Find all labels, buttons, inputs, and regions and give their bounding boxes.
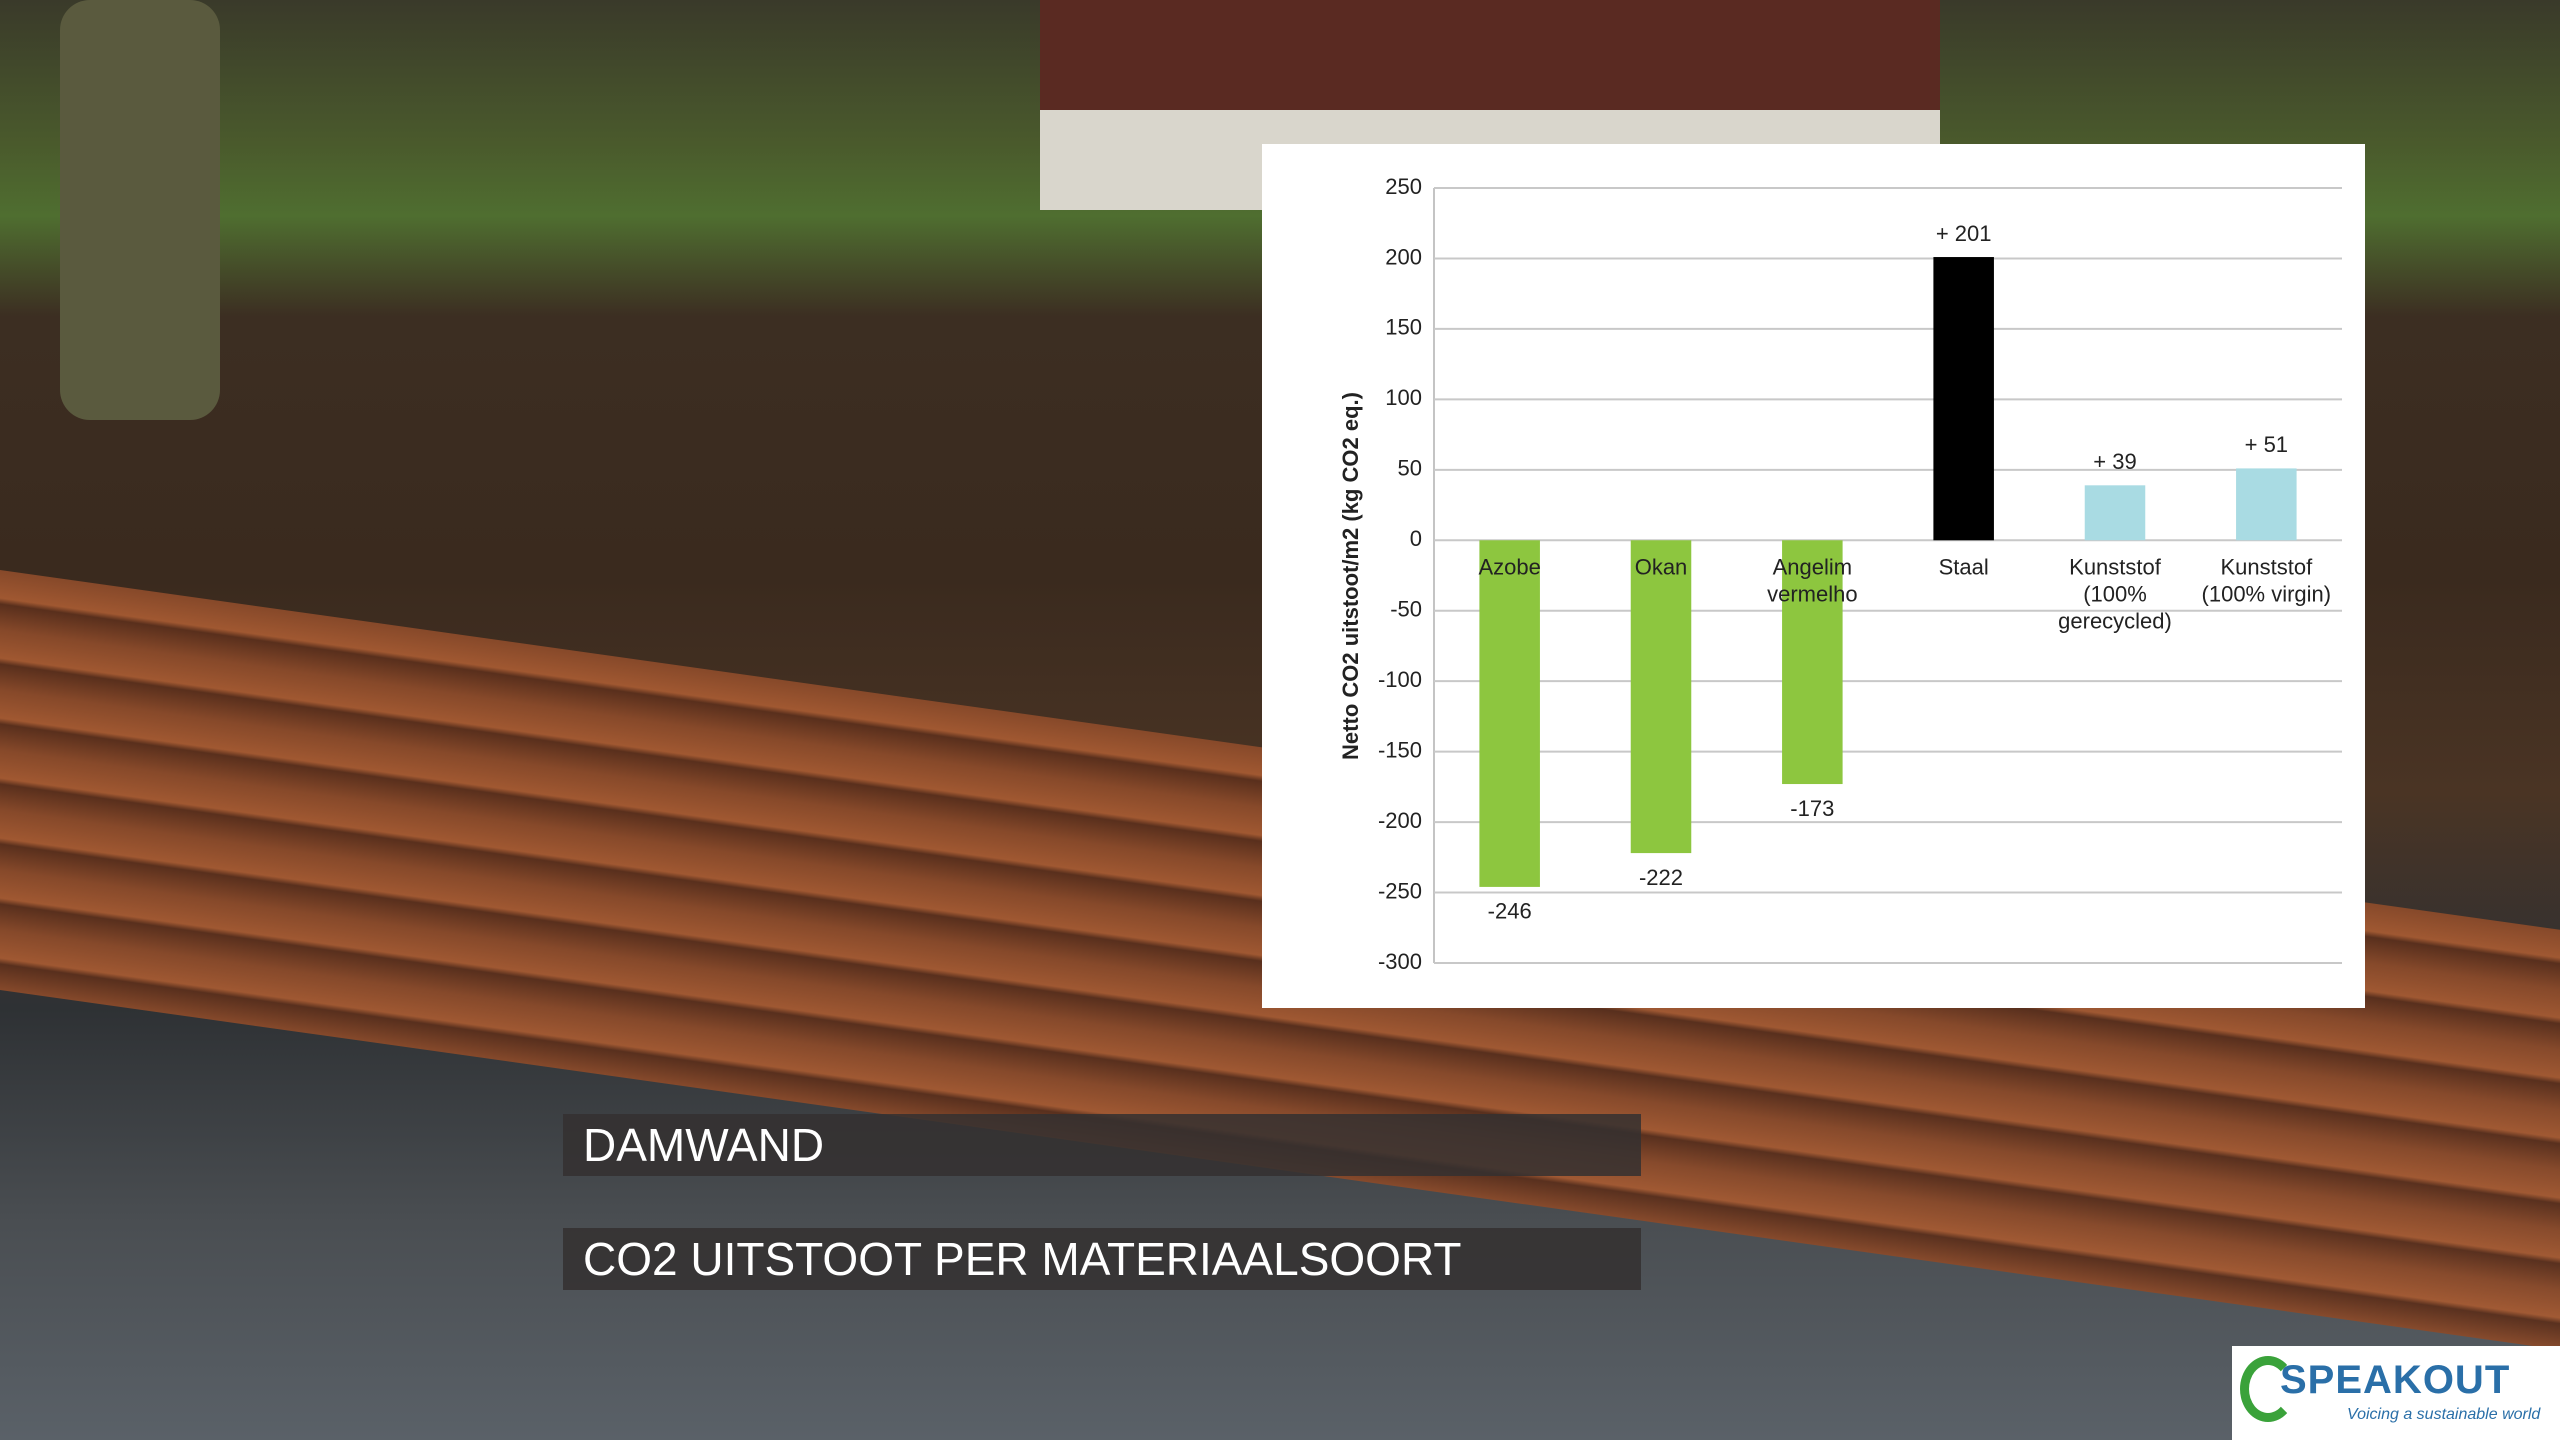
logo: SPEAKOUT Voicing a sustainable world [2232,1346,2560,1440]
value-label: -222 [1639,865,1683,890]
x-tick-label: Kunststof (100% gerecycled) [2058,554,2172,633]
y-tick-label: 250 [1385,174,1422,199]
bar [1933,257,1994,541]
y-tick-label: 150 [1385,315,1422,340]
logo-tagline: Voicing a sustainable world [2347,1406,2541,1423]
value-label: -173 [1790,796,1834,821]
chart-panel: Netto CO2 uitstoot/m2 (kg CO2 eq.) -300 -… [1262,144,2365,1008]
y-tick-label: -300 [1378,949,1422,974]
x-tick-label: Okan [1635,554,1688,579]
y-tick-label: 200 [1385,244,1422,269]
y-tick-label: -200 [1378,808,1422,833]
value-label: + 39 [2093,449,2136,474]
bar [1782,540,1843,785]
y-axis-label: Netto CO2 uitstoot/m2 (kg CO2 eq.) [1338,392,1363,760]
bar [2084,485,2146,541]
y-tick-label: -50 [1390,597,1422,622]
y-tick-label: 50 [1398,456,1422,481]
y-tick-label: -150 [1378,737,1422,762]
title-box: DAMWAND [563,1114,1641,1176]
bar [1479,540,1540,887]
bar [1630,540,1692,854]
tree [60,0,220,420]
logo-name: SPEAKOUT [2280,1358,2511,1402]
value-label: + 201 [1936,221,1992,246]
chart: Netto CO2 uitstoot/m2 (kg CO2 eq.) -300 -… [1338,174,2342,974]
logo-icon [2240,1356,2296,1422]
y-tick-label: 100 [1385,385,1422,410]
value-label: + 51 [2245,432,2288,457]
x-tick-label: Kunststof (100% virgin) [2202,554,2332,606]
x-tick-label: Azobe [1478,554,1540,579]
x-tick-label: Angelim vermelho [1767,554,1857,606]
y-tick-label: -250 [1378,878,1422,903]
y-tick-label: -100 [1378,667,1422,692]
bar [2236,468,2297,541]
x-tick-label: Staal [1939,554,1989,579]
y-tick-label: 0 [1410,526,1422,551]
value-label: -246 [1488,899,1532,924]
subtitle-box: CO2 UITSTOOT PER MATERIAALSOORT [563,1228,1641,1290]
